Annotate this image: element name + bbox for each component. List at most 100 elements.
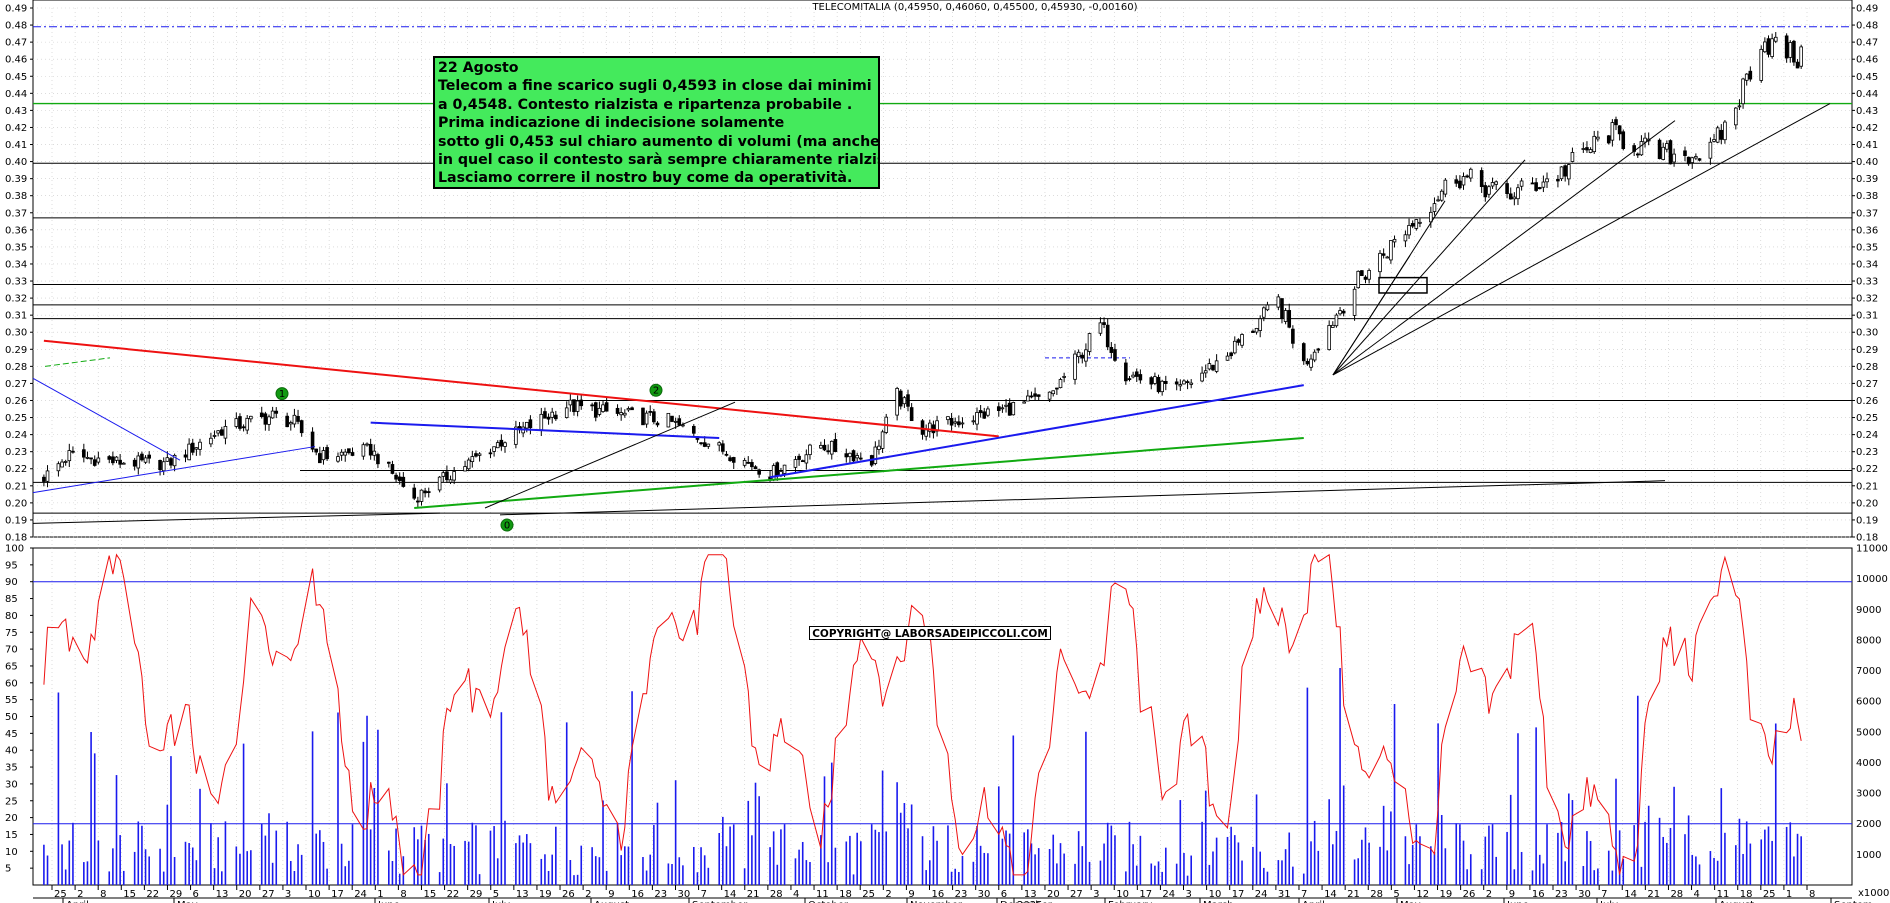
x-day-tick: 16 bbox=[1532, 889, 1545, 900]
price-tick-left: 0.18 bbox=[5, 533, 27, 544]
candle-body bbox=[1011, 402, 1016, 416]
candle-body bbox=[165, 457, 170, 462]
candle-body bbox=[1309, 358, 1313, 368]
candle-body bbox=[1360, 270, 1364, 277]
candle-body bbox=[372, 450, 377, 456]
candle-body bbox=[909, 407, 914, 422]
x-day-tick: 11 bbox=[1717, 889, 1730, 900]
candle-body bbox=[1000, 407, 1005, 410]
x-month-label: February bbox=[1108, 900, 1152, 903]
candle-body bbox=[528, 419, 533, 429]
price-tick-right: 0.48 bbox=[1856, 21, 1878, 32]
candle-body bbox=[1559, 166, 1564, 180]
blue-trendline-thin bbox=[32, 377, 181, 461]
x-day-tick: 24 bbox=[354, 889, 367, 900]
candle-body bbox=[1392, 238, 1397, 243]
candle-body bbox=[249, 415, 253, 420]
candle-body bbox=[85, 456, 90, 459]
candle-body bbox=[1283, 310, 1288, 322]
candle-body bbox=[1229, 352, 1233, 357]
candle-body bbox=[495, 442, 500, 449]
price-tick-left: 0.37 bbox=[5, 208, 27, 219]
candle-body bbox=[1614, 119, 1618, 126]
candle-body bbox=[666, 412, 671, 428]
x-day-tick: 13 bbox=[216, 889, 229, 900]
candle-body bbox=[147, 454, 151, 459]
candle-body bbox=[750, 462, 754, 468]
candle-body bbox=[1694, 156, 1698, 159]
candle-body bbox=[731, 457, 736, 463]
candle-body bbox=[42, 476, 46, 482]
oscillator-tick: 30 bbox=[5, 779, 18, 790]
x-day-tick: 17 bbox=[1232, 889, 1245, 900]
candle-body bbox=[564, 407, 569, 418]
price-tick-left: 0.21 bbox=[5, 481, 27, 492]
x-day-tick: 14 bbox=[1624, 889, 1637, 900]
candle-body bbox=[1251, 330, 1255, 333]
x-day-tick: 8 bbox=[1809, 889, 1815, 900]
marker-label: 0 bbox=[504, 521, 510, 532]
candle-body bbox=[593, 402, 598, 418]
x-day-tick: 13 bbox=[1024, 889, 1037, 900]
x-month-label: November bbox=[910, 900, 963, 903]
x-month-label: May bbox=[177, 900, 198, 903]
candle-body bbox=[1163, 380, 1168, 384]
x-day-tick: 23 bbox=[1555, 889, 1568, 900]
x-day-tick: 21 bbox=[747, 889, 760, 900]
x-day-tick: 10 bbox=[308, 889, 321, 900]
x-month-label: April bbox=[1302, 900, 1325, 903]
x-day-tick: 9 bbox=[1509, 889, 1515, 900]
candle-body bbox=[681, 424, 685, 427]
candle-body bbox=[826, 450, 830, 453]
candle-body bbox=[183, 454, 188, 458]
candle-body bbox=[1287, 310, 1292, 328]
candle-body bbox=[209, 437, 213, 445]
price-tick-left: 0.31 bbox=[5, 311, 27, 322]
candle-body bbox=[172, 454, 177, 467]
price-tick-right: 0.33 bbox=[1856, 277, 1878, 288]
candle-body bbox=[198, 441, 202, 450]
price-tick-left: 0.46 bbox=[5, 55, 27, 66]
candle-body bbox=[1672, 153, 1676, 163]
candle-body bbox=[877, 445, 881, 450]
candle-body bbox=[648, 410, 653, 413]
oscillator-tick: 40 bbox=[5, 746, 18, 757]
support-line bbox=[499, 480, 1666, 516]
candle-body bbox=[1621, 131, 1626, 149]
candle-body bbox=[368, 443, 373, 456]
price-tick-right: 0.24 bbox=[1856, 430, 1878, 441]
price-tick-right: 0.42 bbox=[1856, 123, 1878, 134]
copyright-label: COPYRIGHT@ LABORSADEIPICCOLI.COM bbox=[809, 626, 1051, 640]
price-tick-right: 0.38 bbox=[1856, 191, 1878, 202]
candle-body bbox=[1174, 381, 1179, 385]
price-tick-right: 0.39 bbox=[1856, 174, 1878, 185]
price-tick-right: 0.41 bbox=[1856, 140, 1878, 151]
candle-body bbox=[1512, 196, 1517, 200]
candle-body bbox=[819, 445, 823, 449]
marker-0 bbox=[500, 518, 514, 532]
candle-body bbox=[1087, 333, 1092, 352]
candle-body bbox=[1792, 40, 1796, 63]
candle-body bbox=[140, 453, 144, 461]
candle-body bbox=[804, 454, 809, 464]
price-tick-right: 0.47 bbox=[1856, 38, 1878, 49]
x-day-tick: 14 bbox=[1324, 889, 1337, 900]
x-day-tick: 15 bbox=[423, 889, 436, 900]
candle-body bbox=[82, 449, 86, 458]
candle-body bbox=[1741, 78, 1745, 105]
candle-body bbox=[470, 456, 475, 462]
x-day-tick: 2 bbox=[1486, 889, 1492, 900]
volume-tick: 1000 bbox=[1856, 850, 1881, 861]
price-panel-frame bbox=[32, 0, 1853, 538]
price-tick-right: 0.26 bbox=[1856, 396, 1878, 407]
candle-body bbox=[1530, 182, 1535, 185]
oscillator-tick: 95 bbox=[5, 560, 18, 571]
candle-body bbox=[1606, 135, 1611, 144]
candle-body bbox=[670, 415, 674, 422]
candle-body bbox=[1062, 376, 1066, 378]
candle-body bbox=[833, 439, 838, 452]
candle-body bbox=[1109, 347, 1114, 353]
x-day-tick: 30 bbox=[677, 889, 690, 900]
x-day-tick: 28 bbox=[1670, 889, 1683, 900]
x-day-tick: 6 bbox=[193, 889, 199, 900]
